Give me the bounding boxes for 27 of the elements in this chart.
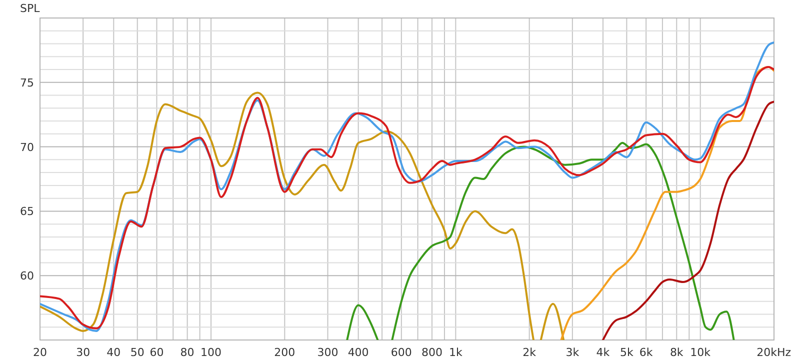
y-tick-label: 75 xyxy=(20,76,34,90)
x-tick-label: 50 xyxy=(130,346,144,359)
x-tick-label: 30 xyxy=(76,346,90,359)
x-tick-label: 1k xyxy=(448,346,463,359)
x-tick-label: 40 xyxy=(106,346,121,359)
x-tick-label: 2k xyxy=(522,346,537,359)
x-tick-label: 20 xyxy=(33,346,47,359)
x-tick-label: 5k xyxy=(620,346,634,359)
x-tick-label: 10k xyxy=(690,346,712,359)
x-tick-label: 300 xyxy=(317,346,338,359)
x-tick-label: 60 xyxy=(150,346,164,359)
x-tick-label: 6k xyxy=(639,346,654,359)
x-tick-label: 400 xyxy=(348,346,369,359)
x-tick-label: 20k xyxy=(756,346,778,359)
x-tick-label: 200 xyxy=(274,346,296,359)
x-tick-label: 100 xyxy=(200,346,222,359)
y-tick-label: 60 xyxy=(20,270,34,283)
x-tick-label: 800 xyxy=(421,346,442,359)
x-tick-label: 600 xyxy=(390,346,412,359)
y-tick-label: 65 xyxy=(20,205,34,218)
x-tick-label: 80 xyxy=(180,346,194,359)
x-tick-label: 3k xyxy=(566,346,580,359)
y-axis-title: SPL xyxy=(20,2,41,15)
y-tick-label: 70 xyxy=(20,140,34,154)
x-axis-title: Hz xyxy=(777,346,792,359)
x-tick-label: 4k xyxy=(596,346,610,359)
x-tick-label: 8k xyxy=(670,346,684,359)
